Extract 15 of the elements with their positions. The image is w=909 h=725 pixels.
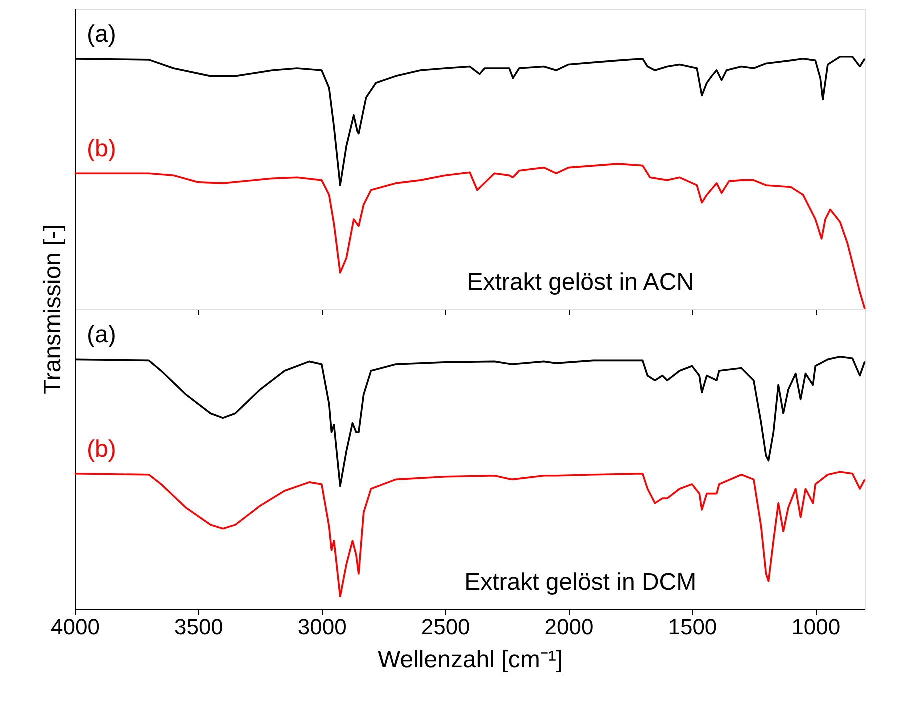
series-label: (a): [87, 20, 116, 48]
annotation: Extrakt gelöst in ACN: [467, 269, 694, 296]
series-label: (b): [87, 436, 116, 463]
x-tick-label: 1000: [792, 614, 841, 640]
x-axis-title: Wellenzahl [cm⁻¹]: [378, 646, 563, 674]
series-label: (a): [87, 322, 116, 349]
annotation: Extrakt gelöst in DCM: [464, 569, 697, 596]
x-tick-label: 4000: [51, 614, 100, 640]
x-tick-label: 2500: [421, 614, 470, 640]
x-tick-label: 3500: [174, 614, 224, 640]
x-tick-label: 3000: [298, 614, 347, 640]
x-tick-label: 1500: [668, 614, 718, 640]
series-label: (b): [87, 136, 116, 163]
x-tick-label: 2000: [544, 614, 594, 640]
y-axis-title: Transmission [-]: [40, 224, 66, 394]
